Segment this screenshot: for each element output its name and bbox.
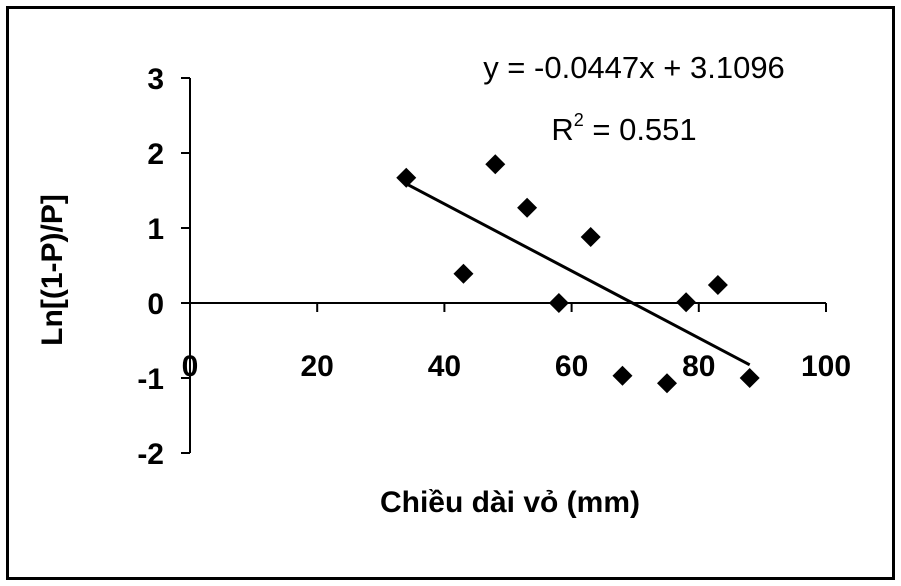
r-squared-symbol: R [551, 112, 573, 147]
r-squared-value: = 0.551 [584, 112, 697, 147]
data-point [676, 292, 697, 313]
y-ticks: -2 -1 0 1 2 3 [137, 63, 190, 471]
data-point [485, 154, 506, 175]
data-point [453, 263, 474, 284]
x-axis-title: Chiều dài vỏ (mm) [380, 486, 640, 519]
trendline [405, 182, 751, 367]
r-squared-exponent: 2 [574, 110, 584, 130]
data-points [396, 154, 760, 394]
data-point [657, 373, 677, 394]
axes [189, 78, 826, 453]
data-point [396, 167, 417, 188]
x-tick-label: 80 [682, 350, 715, 383]
data-point [707, 275, 728, 295]
trendline-equation: y = -0.0447x + 3.1096 [483, 50, 785, 85]
y-tick-label: -1 [137, 363, 164, 396]
y-tick-label: 0 [147, 288, 164, 321]
data-point [517, 197, 538, 218]
chart-frame [6, 6, 895, 580]
x-tick-label: 40 [428, 350, 461, 383]
x-tick-label: 60 [555, 350, 588, 383]
y-axis-title: Ln[(1-P)/P] [36, 194, 69, 346]
data-point [548, 293, 569, 313]
data-point [580, 227, 601, 247]
r-squared-label: R2 = 0.551 [551, 110, 696, 147]
data-point [739, 368, 760, 388]
y-tick-label: -2 [137, 438, 164, 471]
x-tick-label: 20 [301, 350, 334, 383]
x-ticks: 0 20 40 60 80 100 [182, 303, 851, 383]
x-tick-label: 0 [182, 350, 199, 383]
y-tick-label: 2 [147, 138, 164, 171]
y-tick-label: 1 [147, 213, 164, 246]
data-point [612, 365, 633, 386]
x-tick-label: 100 [801, 350, 851, 383]
y-tick-label: 3 [147, 63, 164, 96]
